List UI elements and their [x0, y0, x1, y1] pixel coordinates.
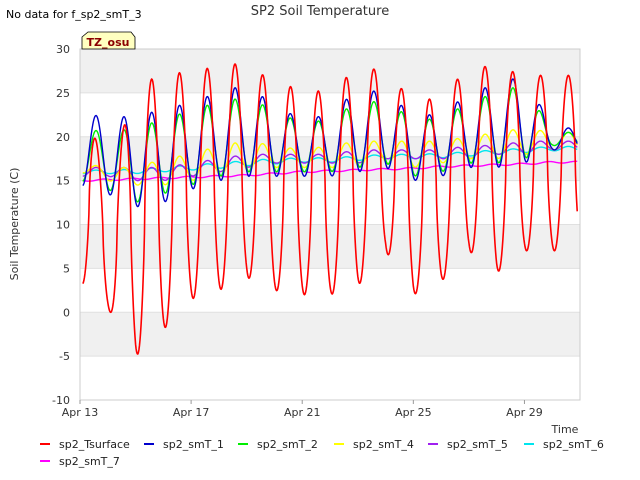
legend-item: sp2_smT_7 — [40, 455, 120, 468]
plot-frame — [79, 48, 581, 401]
legend-item: sp2_smT_6 — [524, 438, 604, 451]
x-tick-label: Apr 17 — [173, 406, 210, 419]
legend-label: sp2_smT_2 — [257, 438, 318, 451]
x-tick-label: Apr 21 — [284, 406, 321, 419]
y-tick-label: 10 — [56, 219, 70, 232]
legend-label: sp2_Tsurface — [59, 438, 130, 451]
legend: sp2_Tsurface sp2_smT_1 sp2_smT_2 sp2_smT_4 s… — [40, 438, 604, 468]
series-line-sp2-Tsurface — [82, 63, 579, 355]
x-tick-label: Apr 25 — [395, 406, 432, 419]
legend-item: sp2_Tsurface — [40, 438, 130, 451]
y-tick-label: 15 — [56, 175, 70, 188]
y-tick-label: 20 — [56, 131, 70, 144]
x-tick-label: Apr 29 — [506, 406, 543, 419]
legend-label: sp2_smT_7 — [59, 455, 120, 468]
plot-band — [80, 49, 580, 93]
no-data-note: No data for f_sp2_smT_3 — [6, 8, 142, 21]
y-axis-label: Soil Temperature (C) — [8, 168, 21, 281]
chart-title: SP2 Soil Temperature — [251, 4, 389, 19]
legend-item: sp2_smT_4 — [334, 438, 414, 451]
legend-label: sp2_smT_6 — [543, 438, 604, 451]
legend-item: sp2_smT_1 — [144, 438, 224, 451]
tz-badge: TZ_osu — [81, 31, 136, 50]
legend-label: sp2_smT_5 — [447, 438, 508, 451]
x-tick-label: Apr 13 — [62, 406, 99, 419]
tz-badge-label: TZ_osu — [87, 36, 130, 49]
y-tick-label: 30 — [56, 43, 70, 56]
plot-band — [80, 224, 580, 269]
y-tick-label: -5 — [59, 350, 70, 363]
x-axis-label: Time — [551, 423, 579, 436]
y-tick-label: 25 — [56, 87, 70, 100]
y-tick-label: 0 — [63, 306, 70, 319]
x-axis: Apr 13 Apr 17 Apr 21 Apr 25 Apr 29 — [62, 400, 543, 419]
legend-item: sp2_smT_2 — [238, 438, 318, 451]
y-tick-label: 5 — [63, 262, 70, 275]
plot-band — [80, 356, 580, 400]
series-line-sp2-smT-1 — [82, 78, 578, 208]
plot-band — [80, 92, 580, 137]
legend-label: sp2_smT_4 — [353, 438, 414, 451]
tz-badge-box — [81, 31, 136, 50]
legend-label: sp2_smT_1 — [163, 438, 224, 451]
legend-item: sp2_smT_5 — [428, 438, 508, 451]
plot-band — [80, 312, 580, 357]
y-tick-label: -10 — [52, 394, 70, 407]
y-axis: -10 -5 0 5 10 15 20 25 30 — [52, 43, 70, 407]
series-lines — [82, 63, 579, 355]
